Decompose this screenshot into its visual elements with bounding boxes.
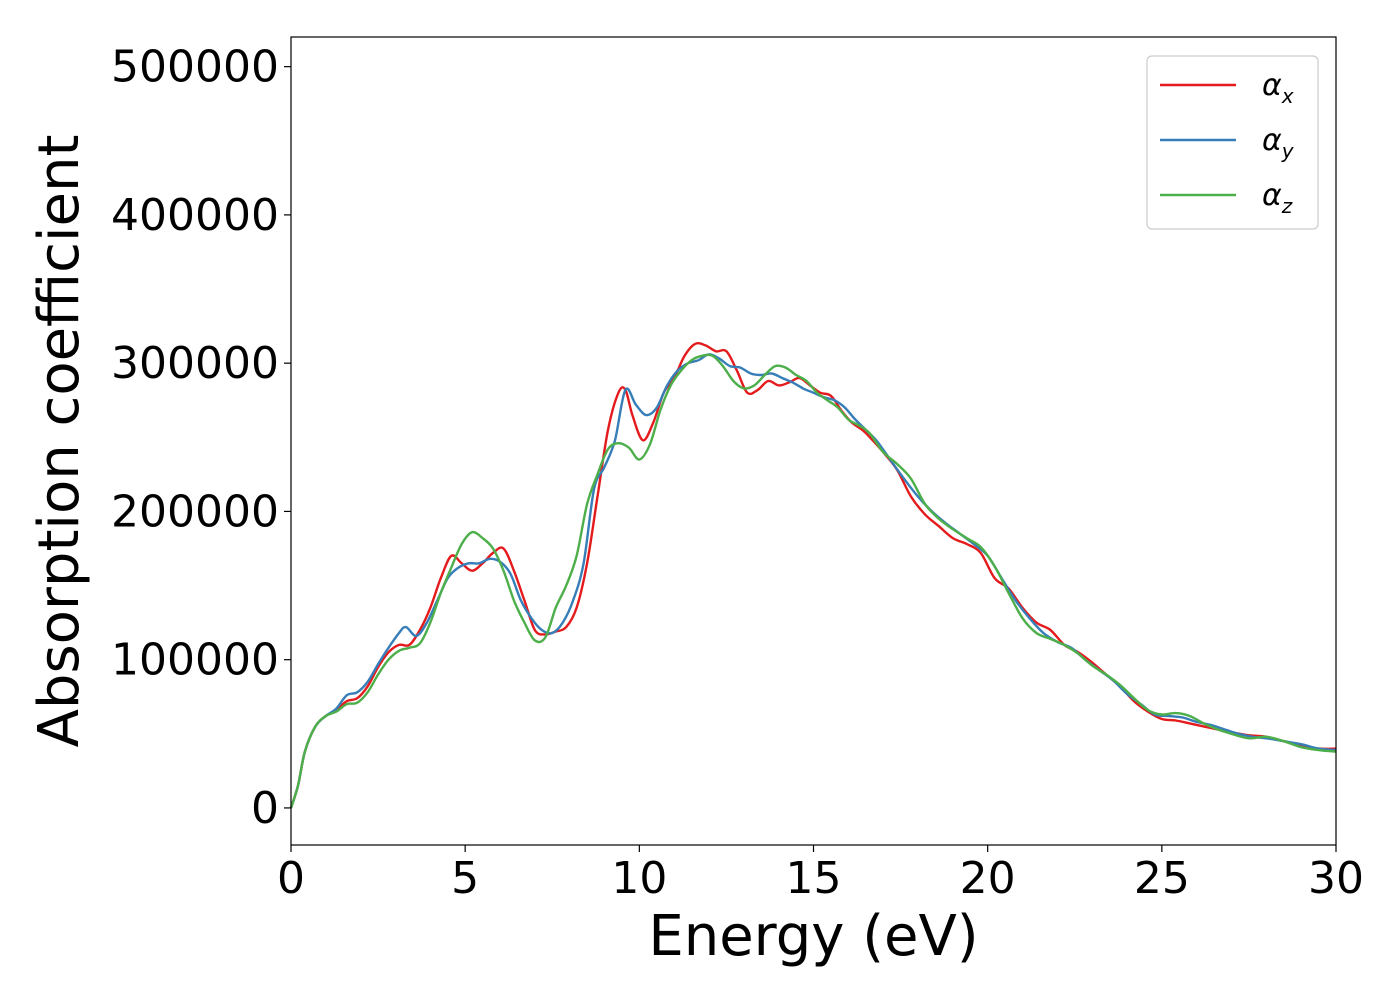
x-tick-label: 0 [277, 853, 305, 904]
x-tick-label: 25 [1134, 853, 1190, 904]
legend-label-z: αz [1262, 178, 1293, 218]
y-tick-label: 0 [251, 783, 279, 834]
x-tick-label: 30 [1308, 853, 1364, 904]
legend-box [1146, 55, 1319, 230]
legend-label-y: αy [1262, 123, 1295, 163]
y-tick-label: 500000 [111, 42, 279, 93]
y-axis: 0 100000 200000 300000 400000 500000 [111, 42, 291, 834]
y-tick-label: 300000 [111, 338, 279, 389]
series-line-z [289, 353, 1337, 809]
x-tick-label: 15 [786, 853, 842, 904]
x-axis: 0 5 10 15 20 25 30 [277, 845, 1364, 904]
series-lines [289, 342, 1337, 809]
x-tick-label: 5 [451, 853, 479, 904]
y-tick-label: 200000 [111, 486, 279, 537]
legend: αx αy αz [1146, 55, 1319, 230]
x-axis-title: Energy (eV) [648, 904, 978, 969]
y-tick-label: 100000 [111, 635, 279, 686]
y-axis-title: Absorption coefficient [27, 135, 92, 748]
x-tick-label: 10 [611, 853, 667, 904]
x-tick-label: 20 [960, 853, 1016, 904]
legend-label-x: αx [1262, 68, 1294, 108]
y-tick-label: 400000 [111, 190, 279, 241]
